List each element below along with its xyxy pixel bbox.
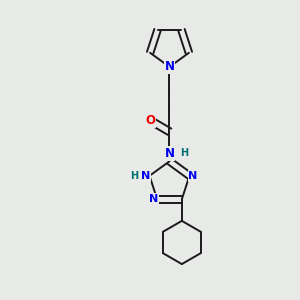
- Text: H: H: [130, 171, 138, 181]
- Text: N: N: [141, 171, 151, 181]
- Text: N: N: [188, 171, 198, 181]
- Text: O: O: [145, 114, 155, 127]
- Text: H: H: [180, 148, 188, 158]
- Text: N: N: [164, 147, 175, 160]
- Text: N: N: [164, 60, 175, 74]
- Text: N: N: [149, 194, 158, 204]
